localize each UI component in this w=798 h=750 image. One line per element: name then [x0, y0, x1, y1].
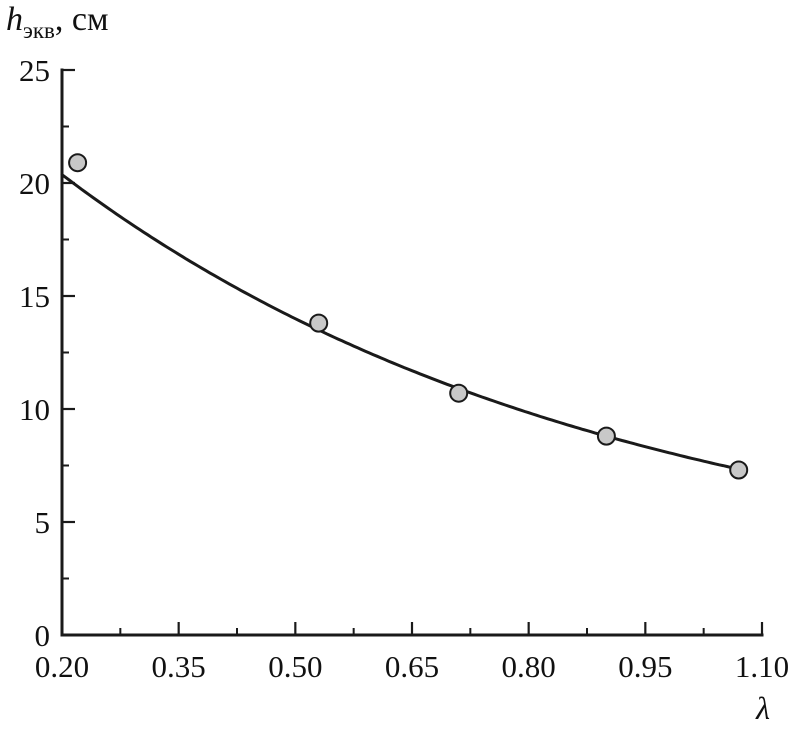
- x-axis-title: λ: [756, 690, 770, 726]
- data-point-marker: [68, 153, 88, 173]
- x-tick-label: 0.35: [152, 649, 206, 684]
- y-tick-label: 10: [19, 392, 50, 427]
- y-tick-label: 25: [19, 53, 50, 88]
- data-point-marker: [729, 460, 749, 480]
- x-tick-label: 0.80: [502, 649, 556, 684]
- data-point-marker: [449, 383, 469, 403]
- y-axis-title-symbol: h: [6, 1, 23, 38]
- data-point-marker: [309, 313, 329, 333]
- y-tick-label: 15: [19, 279, 50, 314]
- x-tick-label: 0.20: [35, 649, 89, 684]
- data-point-marker: [596, 426, 616, 446]
- x-tick-label: 0.95: [618, 649, 672, 684]
- fit-curve: [60, 173, 748, 473]
- axes-lines: [60, 68, 764, 637]
- x-tick-label: 0.50: [268, 649, 322, 684]
- y-axis-title: hэкв, см: [6, 0, 109, 42]
- x-tick-label: 1.10: [735, 649, 789, 684]
- y-tick-label: 20: [19, 166, 50, 201]
- y-axis-title-units: , см: [54, 1, 109, 38]
- y-axis-title-subscript: экв: [23, 17, 55, 43]
- y-tick-label: 0: [35, 618, 51, 653]
- y-tick-label: 5: [35, 505, 51, 540]
- x-tick-label: 0.65: [385, 649, 439, 684]
